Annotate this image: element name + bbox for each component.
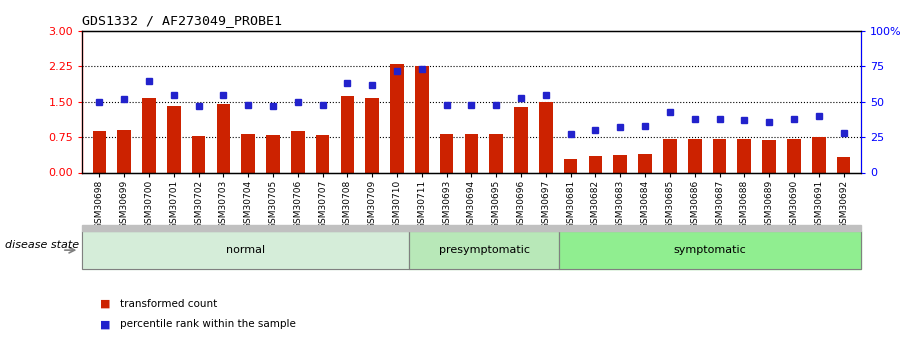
Bar [688, 139, 701, 172]
Bar [738, 139, 752, 172]
Bar [266, 135, 280, 172]
Bar [390, 64, 404, 172]
Text: ■: ■ [100, 319, 111, 329]
Text: GDS1332 / AF273049_PROBE1: GDS1332 / AF273049_PROBE1 [82, 14, 282, 27]
Bar [787, 139, 801, 172]
Text: ■: ■ [100, 299, 111, 308]
Text: transformed count: transformed count [120, 299, 218, 308]
Bar [589, 156, 602, 172]
Text: symptomatic: symptomatic [674, 245, 746, 255]
Bar [291, 131, 304, 172]
Bar [489, 134, 503, 172]
Bar [241, 134, 255, 172]
Bar [663, 139, 677, 172]
Bar [142, 98, 156, 172]
Text: presymptomatic: presymptomatic [438, 245, 529, 255]
Bar [539, 102, 553, 172]
Bar [191, 136, 205, 172]
Bar [639, 154, 652, 172]
Text: disease state: disease state [5, 240, 78, 250]
Bar [712, 139, 726, 172]
Bar [514, 107, 527, 172]
Bar [836, 157, 850, 172]
Text: normal: normal [226, 245, 265, 255]
Bar [217, 104, 230, 172]
Bar [118, 130, 131, 172]
Bar [564, 159, 578, 172]
Bar [167, 106, 180, 172]
Bar [613, 155, 627, 172]
Bar [415, 66, 429, 172]
Bar [93, 131, 107, 172]
Bar [316, 135, 330, 172]
Text: percentile rank within the sample: percentile rank within the sample [120, 319, 296, 329]
Bar [763, 140, 776, 172]
Bar [341, 96, 354, 172]
Bar [440, 134, 454, 172]
Bar [365, 98, 379, 172]
Bar [465, 134, 478, 172]
Bar [812, 137, 825, 172]
